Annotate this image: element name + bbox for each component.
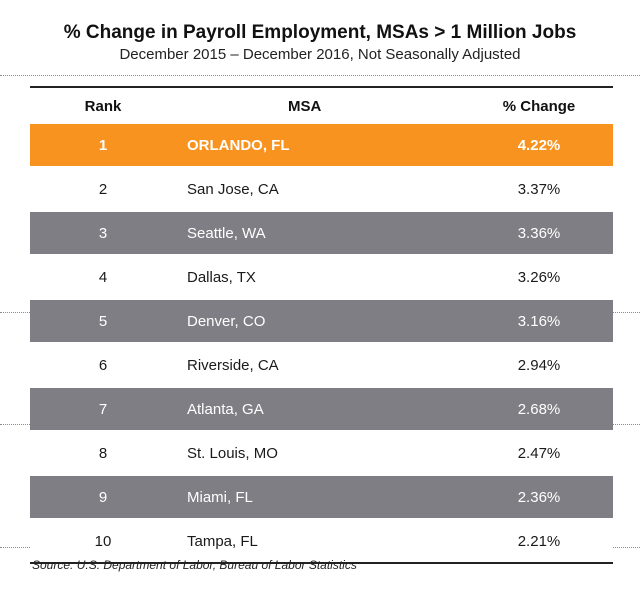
table-body: 1 ORLANDO, FL 4.22% 2 San Jose, CA 3.37% 3 Seat… [30, 124, 613, 562]
table-row: 8 St. Louis, MO 2.47% [30, 432, 613, 474]
rank-cell: 3 [98, 224, 108, 242]
msa-cell: Seattle, WA [187, 224, 266, 242]
rank-cell: 6 [98, 356, 108, 374]
header-msa: MSA [288, 97, 322, 115]
rank-cell: 4 [98, 268, 108, 286]
table-row: 3 Seattle, WA 3.36% [30, 212, 613, 254]
header-change: % Change [502, 97, 576, 115]
change-cell: 3.37% [517, 180, 561, 198]
rank-cell: 8 [98, 444, 108, 462]
table-row: 4 Dallas, TX 3.26% [30, 256, 613, 298]
change-cell: 2.47% [517, 444, 561, 462]
change-cell: 4.22% [517, 136, 561, 154]
msa-cell: Riverside, CA [187, 356, 279, 374]
table-row: 2 San Jose, CA 3.37% [30, 168, 613, 210]
msa-cell: St. Louis, MO [187, 444, 278, 462]
table-row: 7 Atlanta, GA 2.68% [30, 388, 613, 430]
table-row: 1 ORLANDO, FL 4.22% [30, 124, 613, 166]
table-bottom-rule [30, 562, 613, 564]
chart-title: % Change in Payroll Employment, MSAs > 1… [63, 22, 577, 43]
ranking-table: Rank MSA % Change 1 ORLANDO, FL 4.22% 2 San … [30, 86, 613, 564]
change-cell: 3.36% [517, 224, 561, 242]
change-cell: 2.36% [517, 488, 561, 506]
table-row: 10 Tampa, FL 2.21% [30, 520, 613, 562]
table-row: 5 Denver, CO 3.16% [30, 300, 613, 342]
table-row: 9 Miami, FL 2.36% [30, 476, 613, 518]
msa-cell: San Jose, CA [187, 180, 279, 198]
rank-cell: 1 [98, 136, 108, 154]
change-cell: 3.16% [517, 312, 561, 330]
rank-cell: 7 [98, 400, 108, 418]
rank-cell: 2 [98, 180, 108, 198]
header-rank: Rank [84, 97, 122, 115]
table-row: 6 Riverside, CA 2.94% [30, 344, 613, 386]
change-cell: 2.21% [517, 532, 561, 550]
dotted-guide-line [0, 75, 640, 76]
rank-cell: 10 [94, 532, 112, 550]
table-header: Rank MSA % Change [30, 88, 613, 124]
source-note: Source: U.S. Department of Labor, Bureau… [32, 558, 357, 572]
change-cell: 3.26% [517, 268, 561, 286]
rank-cell: 5 [98, 312, 108, 330]
msa-cell: Tampa, FL [187, 532, 258, 550]
msa-cell: Dallas, TX [187, 268, 256, 286]
change-cell: 2.68% [517, 400, 561, 418]
msa-cell: Denver, CO [187, 312, 266, 330]
msa-cell: Atlanta, GA [187, 400, 264, 418]
msa-cell: Miami, FL [187, 488, 253, 506]
change-cell: 2.94% [517, 356, 561, 374]
msa-cell: ORLANDO, FL [187, 136, 290, 154]
chart-subtitle: December 2015 – December 2016, Not Seaso… [119, 46, 521, 63]
rank-cell: 9 [98, 488, 108, 506]
table-top-rule [30, 86, 613, 88]
